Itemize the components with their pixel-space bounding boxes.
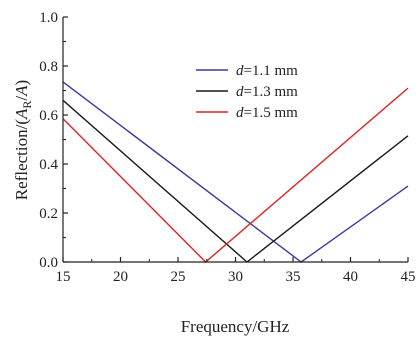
x-tick-label: 45 — [401, 269, 416, 285]
y-axis-label-var-a: A — [12, 108, 31, 120]
y-tick-label: 0.8 — [39, 59, 58, 75]
y-axis-label-prefix: Reflection/( — [12, 119, 31, 201]
y-tick-label: 0.0 — [39, 255, 58, 271]
x-tick-label: 20 — [113, 269, 128, 285]
y-axis-label-suffix: ) — [12, 80, 31, 86]
series-line-2 — [62, 99, 409, 263]
y-axis-label-var-b: A — [12, 85, 31, 97]
axis-labels: Frequency/GHz Reflection/(AR/A) — [12, 80, 290, 336]
axes-layer: 0.0 0.2 0.4 0.6 0.8 1.0 15 20 25 30 35 40 45 — [39, 10, 415, 285]
y-tick-label: 0.4 — [39, 157, 58, 173]
legend-label-1: d=1.1 mm — [236, 63, 298, 79]
x-axis-label: Frequency/GHz — [181, 317, 290, 336]
y-axis-label-slash: / — [12, 96, 31, 101]
y-tick-label: 0.6 — [39, 108, 58, 124]
y-tick-label: 1.0 — [39, 10, 58, 26]
y-axis-label-subscript: R — [20, 101, 34, 109]
y-tick-label: 0.2 — [39, 206, 58, 222]
x-tick-label: 35 — [286, 269, 301, 285]
x-tick-label: 30 — [228, 269, 243, 285]
legend-label-2: d=1.3 mm — [236, 84, 298, 100]
y-axis-label: Reflection/(AR/A) — [12, 80, 34, 200]
legend-label-3: d=1.5 mm — [236, 105, 298, 121]
x-tick-label: 40 — [343, 269, 358, 285]
x-tick-label: 15 — [56, 269, 71, 285]
legend: d=1.1 mm d=1.3 mm d=1.5 mm — [196, 63, 298, 121]
x-tick-label: 25 — [171, 269, 186, 285]
